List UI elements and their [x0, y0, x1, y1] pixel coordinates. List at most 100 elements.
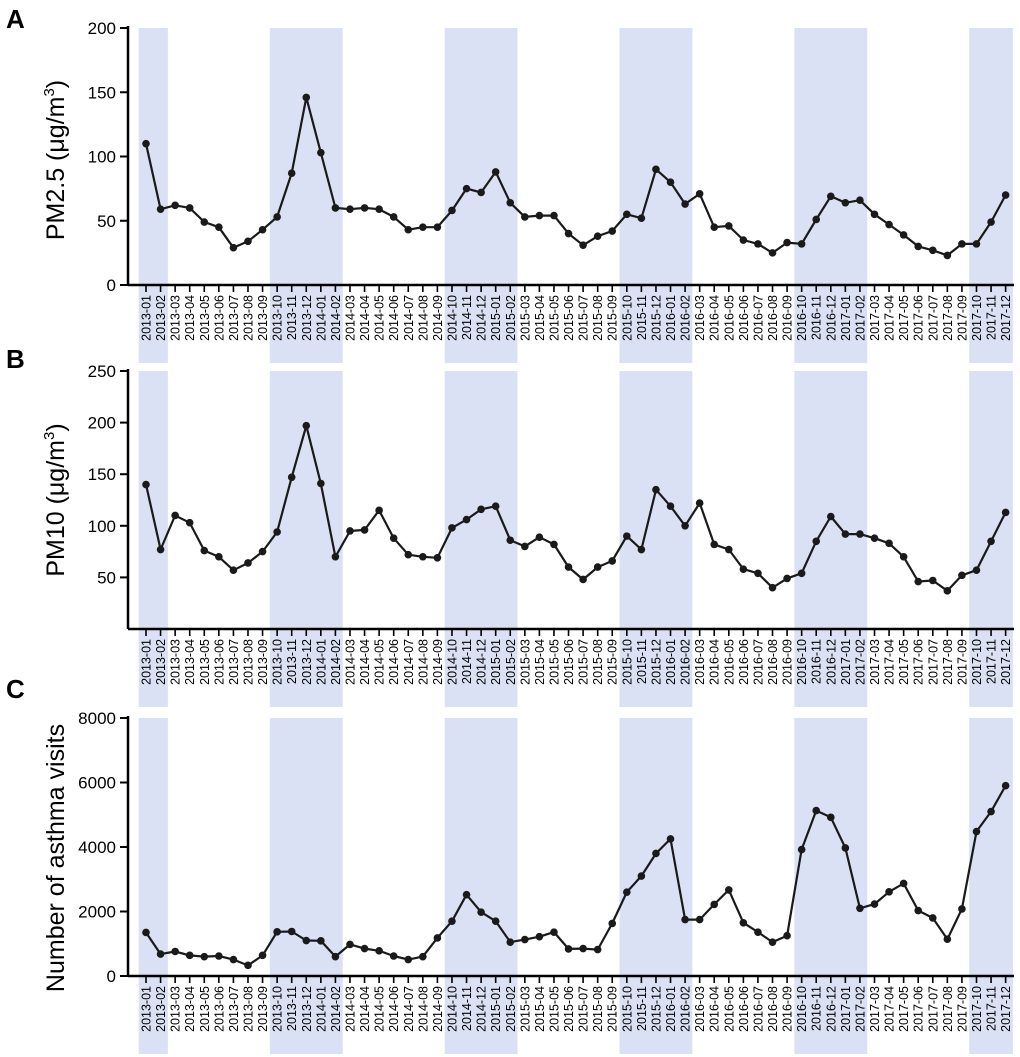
data-point	[695, 915, 704, 924]
x-tick-label: 2017-10	[970, 986, 984, 1032]
data-point	[987, 537, 995, 546]
x-tick-label: 2013-09	[256, 639, 270, 685]
shaded-period-band	[138, 718, 168, 1054]
x-tick-label: 2016-01	[664, 986, 678, 1032]
data-point	[375, 947, 383, 955]
data-point	[521, 213, 529, 221]
x-tick-label: 2014-05	[373, 639, 387, 685]
x-tick-label: 2017-06	[912, 639, 926, 685]
x-tick-label: 2014-05	[373, 986, 387, 1032]
data-point	[593, 945, 602, 954]
data-point	[215, 952, 223, 960]
x-tick-label: 2013-03	[169, 986, 183, 1032]
data-point	[593, 232, 602, 240]
x-tick-label: 2014-07	[402, 986, 416, 1032]
data-point	[302, 936, 311, 945]
data-point	[171, 201, 179, 210]
data-point	[783, 574, 791, 583]
data-point	[477, 908, 485, 916]
data-point	[826, 813, 835, 822]
x-tick-label: 2015-11	[635, 295, 649, 340]
x-tick-label: 2016-12	[824, 986, 838, 1032]
data-point	[768, 583, 777, 592]
x-tick-label: 2015-04	[533, 295, 547, 341]
data-point	[943, 587, 952, 595]
data-point	[768, 938, 777, 946]
data-point	[244, 961, 252, 970]
data-point	[593, 563, 602, 571]
x-tick-label: 2017-07	[926, 986, 940, 1032]
data-point	[856, 196, 864, 204]
y-tick-label: 200	[88, 414, 116, 433]
x-tick-label: 2017-08	[941, 639, 955, 685]
y-axis-label-superscript: 3	[41, 88, 58, 96]
data-point	[608, 227, 617, 235]
x-tick-label: 2015-06	[562, 986, 576, 1032]
shaded-period-band	[444, 371, 518, 707]
y-tick-label: 250	[88, 362, 116, 381]
x-tick-label: 2014-06	[387, 295, 401, 341]
x-tick-label: 2016-07	[751, 986, 765, 1032]
data-point	[652, 165, 660, 174]
data-point	[783, 238, 791, 247]
data-point	[200, 546, 209, 555]
data-point	[331, 552, 340, 561]
data-point	[754, 240, 762, 248]
data-point	[521, 935, 529, 944]
data-point	[914, 577, 923, 586]
panel-c: C Number of asthma visits 0 2000 4000 6000 8…	[6, 674, 1014, 1054]
x-tick-label: 2017-02	[853, 639, 867, 685]
data-point	[1001, 508, 1010, 517]
data-point	[579, 944, 587, 953]
data-point	[419, 952, 427, 961]
x-tick-label: 2015-02	[504, 986, 518, 1032]
data-point	[244, 559, 252, 567]
x-tick-label: 2015-07	[577, 295, 591, 341]
x-tick-label: 2017-03	[868, 639, 882, 685]
data-point	[666, 502, 675, 510]
data-point	[389, 534, 398, 542]
x-tick-label: 2013-02	[154, 295, 168, 341]
x-tick-label: 2017-06	[912, 986, 926, 1032]
x-tick-label: 2017-02	[853, 986, 867, 1032]
data-point	[258, 951, 267, 960]
data-point	[229, 955, 238, 964]
x-tick-label: 2014-05	[373, 295, 387, 341]
x-tick-label: 2015-09	[606, 295, 620, 341]
x-tick-label: 2014-06	[387, 986, 401, 1032]
x-tick-label: 2013-05	[198, 639, 212, 685]
data-point	[331, 204, 340, 212]
x-tick-label: 2016-09	[781, 986, 795, 1032]
x-tick-label: 2017-01	[839, 639, 853, 685]
x-tick-label: 2013-04	[183, 986, 197, 1032]
x-tick-label: 2014-02	[329, 295, 343, 341]
x-tick-label: 2015-06	[562, 639, 576, 685]
data-point	[623, 888, 631, 896]
x-tick-label: 2016-03	[693, 639, 707, 685]
x-tick-label: 2017-12	[999, 295, 1013, 341]
x-tick-label: 2013-11	[285, 639, 299, 684]
data-point	[185, 518, 194, 527]
x-tick-label: 2015-01	[489, 639, 503, 685]
data-point	[346, 940, 354, 949]
data-point	[491, 168, 500, 176]
y-tick-label: 0	[107, 276, 116, 295]
data-point	[564, 563, 573, 571]
data-point	[623, 532, 631, 540]
x-tick-label: 2014-09	[431, 295, 445, 341]
y-tick-label: 8000	[78, 709, 116, 728]
data-point	[142, 139, 150, 148]
x-tick-label: 2015-01	[489, 986, 503, 1032]
x-tick-label: 2016-11	[810, 295, 824, 340]
y-axis-label-text: PM2.5 (μg/m	[42, 97, 70, 241]
x-tick-label: 2013-11	[285, 986, 299, 1031]
x-tick-label: 2013-07	[227, 639, 241, 685]
x-tick-label: 2013-08	[241, 639, 255, 685]
data-point	[317, 479, 325, 488]
x-tick-label: 2014-04	[358, 986, 372, 1032]
data-point	[302, 93, 311, 102]
data-point	[506, 938, 515, 946]
x-tick-label: 2017-07	[926, 639, 940, 685]
x-tick-label: 2014-11	[460, 986, 474, 1031]
x-tick-label: 2015-04	[533, 639, 547, 685]
